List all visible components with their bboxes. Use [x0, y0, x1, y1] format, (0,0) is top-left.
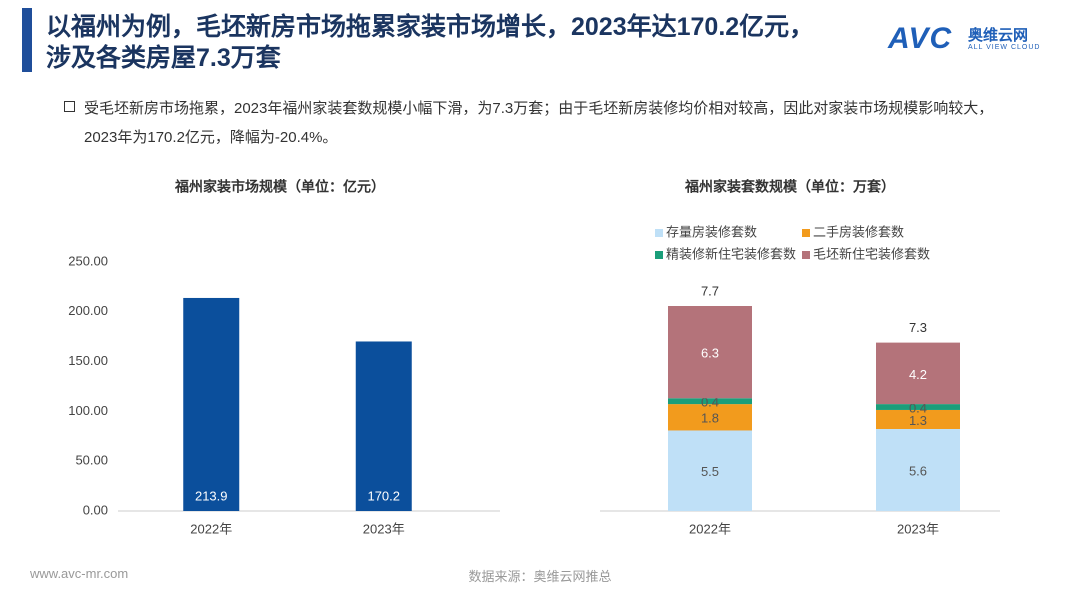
footer-url: www.avc-mr.com — [30, 566, 129, 581]
x-tick-label: 2023年 — [897, 521, 939, 536]
logo-name: 奥维云网 — [968, 27, 1029, 44]
bar-segment — [668, 404, 752, 431]
segment-label: 1.3 — [909, 413, 927, 428]
segment-label: 6.3 — [701, 346, 719, 361]
chart-title: 福州家装市场规模（单位：亿元） — [174, 179, 385, 195]
total-label: 7.7 — [701, 283, 719, 298]
bar — [355, 341, 412, 511]
segment-label: 0.4 — [701, 395, 719, 410]
title-line: 涉及各类房屋7.3万套 — [46, 44, 281, 72]
segment-label: 5.6 — [909, 463, 927, 478]
bar-segment — [668, 306, 752, 399]
segment-label: 0.4 — [909, 400, 927, 415]
legend-label: 存量房装修套数 — [666, 224, 757, 239]
segment-label: 1.8 — [701, 411, 719, 426]
bar-segment — [876, 404, 960, 410]
bar-segment — [876, 342, 960, 405]
legend-label: 二手房装修套数 — [813, 224, 904, 239]
y-tick-label: 0.00 — [83, 502, 108, 517]
segment-label: 5.5 — [701, 464, 719, 479]
bar-segment — [876, 409, 960, 429]
y-tick-label: 200.00 — [68, 303, 108, 318]
logo-subtitle: ALL VIEW CLOUD — [968, 44, 1041, 51]
bar-value-label: 170.2 — [367, 488, 400, 503]
y-tick-label: 250.00 — [68, 253, 108, 268]
logo-mark: AVC — [888, 22, 953, 55]
title-line: 以福州为例，毛坯新房市场拖累家装市场增长，2023年达170.2亿元， — [46, 13, 815, 41]
legend-swatch — [802, 251, 810, 259]
y-tick-label: 100.00 — [68, 403, 108, 418]
legend-label: 毛坯新住宅装修套数 — [813, 246, 930, 261]
legend-swatch — [802, 229, 810, 237]
total-label: 7.3 — [909, 320, 927, 335]
chart-title: 福州家装套数规模（单位：万套） — [684, 179, 895, 195]
bullet-text: 受毛坯新房市场拖累，2023年福州家装套数规模小幅下滑，为7.3万套；由于毛坯新… — [84, 100, 994, 146]
legend-swatch — [655, 251, 663, 259]
x-tick-label: 2023年 — [363, 521, 405, 536]
logo: AVC 奥维云网 ALL VIEW CLOUD — [888, 22, 1058, 56]
bar — [183, 297, 240, 511]
segment-label: 4.2 — [909, 367, 927, 382]
x-tick-label: 2022年 — [689, 521, 731, 536]
bar-value-label: 213.9 — [195, 488, 228, 503]
title-accent — [22, 8, 32, 72]
bar-segment — [668, 430, 752, 511]
legend-label: 精装修新住宅装修套数 — [666, 246, 796, 261]
bar-segment — [668, 398, 752, 405]
footer-source: 数据来源：奥维云网推总 — [468, 569, 612, 584]
bullet-marker — [64, 101, 75, 112]
x-tick-label: 2022年 — [190, 521, 232, 536]
bar-segment — [876, 429, 960, 511]
y-tick-label: 150.00 — [68, 353, 108, 368]
legend-swatch — [655, 229, 663, 237]
title: 以福州为例，毛坯新房市场拖累家装市场增长，2023年达170.2亿元， 涉及各类… — [46, 12, 814, 74]
y-tick-label: 50.00 — [75, 453, 108, 468]
